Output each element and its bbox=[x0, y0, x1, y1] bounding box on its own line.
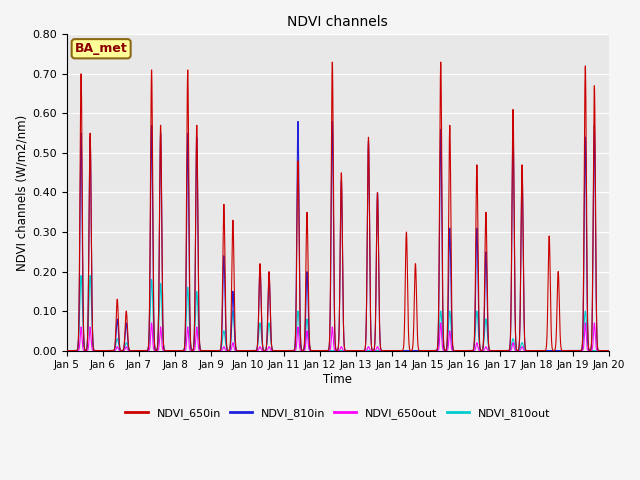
Legend: NDVI_650in, NDVI_810in, NDVI_650out, NDVI_810out: NDVI_650in, NDVI_810in, NDVI_650out, NDV… bbox=[121, 404, 555, 423]
NDVI_650out bbox=[413, 348, 420, 353]
NDVI_810out bbox=[266, 323, 273, 329]
NDVI_650out bbox=[266, 345, 273, 350]
NDVI_810out bbox=[353, 348, 361, 353]
NDVI_810in bbox=[173, 348, 180, 353]
NDVI_650out bbox=[605, 348, 612, 353]
NDVI_650in bbox=[603, 348, 611, 353]
NDVI_810out bbox=[603, 348, 611, 353]
NDVI_650in bbox=[490, 348, 497, 353]
Line: NDVI_810in: NDVI_810in bbox=[67, 121, 609, 350]
Y-axis label: NDVI channels (W/m2/nm): NDVI channels (W/m2/nm) bbox=[15, 114, 28, 271]
NDVI_810in bbox=[179, 348, 186, 353]
NDVI_810out bbox=[605, 348, 612, 353]
NDVI_650in bbox=[413, 294, 420, 300]
NDVI_650out bbox=[179, 348, 186, 353]
NDVI_810in bbox=[605, 348, 612, 353]
NDVI_810in bbox=[294, 119, 302, 124]
NDVI_650out bbox=[173, 348, 180, 353]
NDVI_650in bbox=[266, 277, 273, 283]
NDVI_810out bbox=[179, 348, 186, 353]
NDVI_810out bbox=[490, 348, 497, 353]
NDVI_650in bbox=[437, 59, 445, 65]
NDVI_810out bbox=[413, 348, 420, 353]
NDVI_650in bbox=[179, 348, 186, 353]
NDVI_810out bbox=[173, 348, 181, 353]
Title: NDVI channels: NDVI channels bbox=[287, 15, 388, 29]
NDVI_810in bbox=[603, 348, 611, 353]
NDVI_650out bbox=[591, 320, 598, 326]
Line: NDVI_650in: NDVI_650in bbox=[67, 62, 609, 350]
NDVI_650in bbox=[63, 348, 70, 353]
NDVI_650out bbox=[603, 348, 611, 353]
Line: NDVI_810out: NDVI_810out bbox=[67, 276, 609, 350]
X-axis label: Time: Time bbox=[323, 373, 352, 386]
NDVI_810out bbox=[77, 273, 85, 278]
NDVI_810out bbox=[63, 348, 70, 353]
Line: NDVI_650out: NDVI_650out bbox=[67, 323, 609, 350]
NDVI_650in bbox=[280, 348, 287, 353]
NDVI_810in bbox=[405, 348, 413, 353]
NDVI_650out bbox=[490, 348, 497, 353]
NDVI_650out bbox=[63, 348, 70, 353]
NDVI_810in bbox=[413, 348, 420, 353]
Text: BA_met: BA_met bbox=[75, 42, 127, 55]
NDVI_650in bbox=[605, 348, 612, 353]
NDVI_810in bbox=[490, 348, 497, 353]
NDVI_650in bbox=[173, 348, 180, 353]
NDVI_810in bbox=[63, 348, 70, 353]
NDVI_650out bbox=[550, 348, 557, 353]
NDVI_810in bbox=[266, 281, 273, 287]
